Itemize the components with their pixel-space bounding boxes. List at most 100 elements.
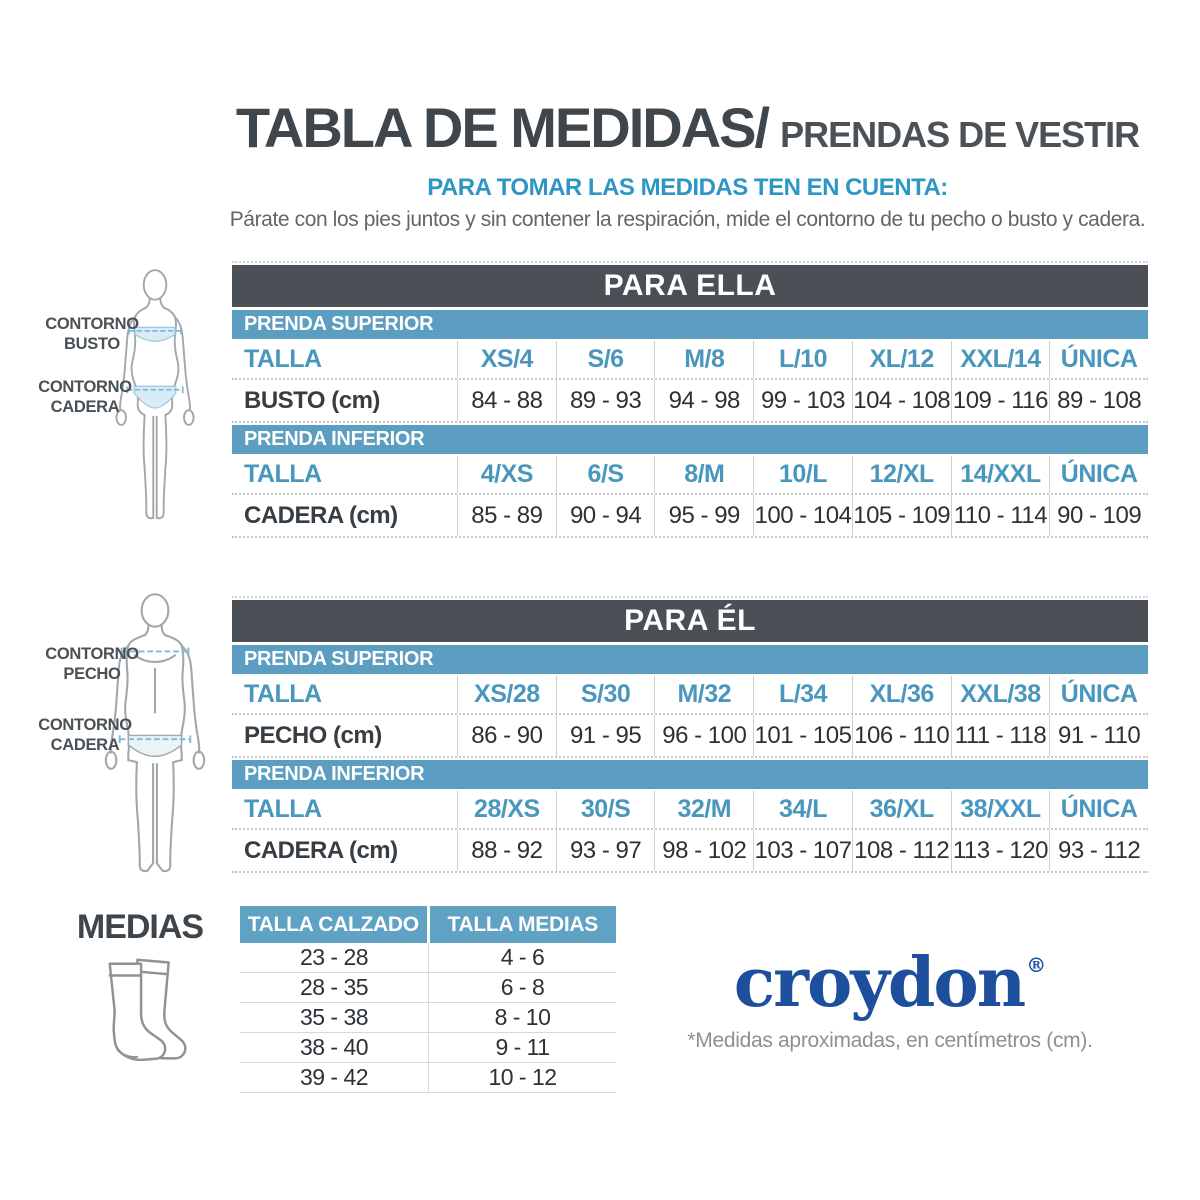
value-cell: 93 - 112 bbox=[1049, 830, 1148, 871]
socks-icon bbox=[108, 958, 187, 1061]
size-cell: 12/XL bbox=[851, 456, 951, 493]
size-cell: 34/L bbox=[753, 791, 852, 828]
value-row: PECHO (cm) 86 - 90 91 - 95 96 - 100 101 - 1… bbox=[232, 713, 1148, 758]
male-chest-label: CONTORNO PECHO bbox=[45, 645, 139, 683]
hip-measure-line bbox=[126, 386, 184, 394]
value-cell: 86 - 90 bbox=[457, 715, 556, 756]
value-cell: 99 - 103 bbox=[753, 380, 852, 421]
medias-row: 39 - 42 10 - 12 bbox=[240, 1063, 616, 1093]
size-cells: 28/XS 30/S 32/M 34/L 36/XL 38/XXL ÚNICA bbox=[457, 791, 1148, 828]
value-cells: 85 - 89 90 - 94 95 - 99 100 - 104 105 - 109 1… bbox=[457, 495, 1148, 536]
medias-table: TALLA CALZADO TALLA MEDIAS 23 - 28 4 - 6… bbox=[240, 906, 616, 1093]
measure-label: CADERA (cm) bbox=[244, 501, 398, 529]
male-hip-label: CONTORNO CADERA bbox=[38, 716, 132, 754]
value-cell: 110 - 114 bbox=[950, 495, 1050, 536]
size-cell: 30/S bbox=[555, 791, 655, 828]
medias-value: 4 - 6 bbox=[428, 943, 616, 972]
table-title-ella: PARA ELLA bbox=[232, 265, 1148, 307]
page-title-main: TABLA DE MEDIDAS/ bbox=[235, 96, 770, 159]
value-cell: 113 - 120 bbox=[950, 830, 1050, 871]
measuring-subtitle: PARA TOMAR LAS MEDIDAS TEN EN CUENTA: bbox=[427, 174, 948, 201]
header: TABLA DE MEDIDAS/PRENDAS DE VESTIR PARA … bbox=[225, 95, 1150, 232]
band-prenda-superior: PRENDA SUPERIOR bbox=[232, 310, 1148, 339]
talla-label: TALLA bbox=[244, 345, 322, 373]
calzado-value: 23 - 28 bbox=[299, 944, 369, 970]
female-figure-icon bbox=[115, 269, 195, 520]
size-cell: XXL/14 bbox=[950, 341, 1050, 378]
size-cell: XS/4 bbox=[457, 341, 556, 378]
size-cell: M/8 bbox=[654, 341, 753, 378]
medias-section-label: MEDIAS bbox=[76, 908, 204, 946]
size-cell: ÚNICA bbox=[1049, 791, 1148, 828]
talla-label: TALLA bbox=[244, 795, 322, 823]
size-cell: XL/12 bbox=[851, 341, 951, 378]
medias-value: 9 - 11 bbox=[428, 1033, 616, 1062]
value-cell: 88 - 92 bbox=[457, 830, 556, 871]
size-cell: ÚNICA bbox=[1049, 341, 1148, 378]
value-cell: 106 - 110 bbox=[851, 715, 951, 756]
size-row: TALLA XS/28 S/30 M/32 L/34 XL/36 XXL/38 ÚNICA bbox=[232, 676, 1148, 713]
size-cell: 8/M bbox=[654, 456, 753, 493]
size-cell: S/30 bbox=[555, 676, 655, 713]
bust-measure-line bbox=[128, 327, 182, 335]
medias-header-calzado: TALLA CALZADO bbox=[240, 906, 427, 943]
page-title: TABLA DE MEDIDAS/PRENDAS DE VESTIR bbox=[225, 95, 1150, 160]
measuring-description: Párate con los pies juntos y sin contene… bbox=[229, 208, 1146, 231]
medias-table-header: TALLA CALZADO TALLA MEDIAS bbox=[240, 906, 616, 943]
value-cell: 90 - 94 bbox=[555, 495, 655, 536]
measure-label: BUSTO (cm) bbox=[244, 386, 380, 414]
value-cell: 84 - 88 bbox=[457, 380, 556, 421]
table-title-el: PARA ÉL bbox=[232, 600, 1148, 642]
registered-mark: ® bbox=[1026, 953, 1047, 977]
size-row: TALLA 28/XS 30/S 32/M 34/L 36/XL 38/XXL ÚNICA bbox=[232, 791, 1148, 828]
value-cell: 91 - 110 bbox=[1049, 715, 1148, 756]
size-cell: ÚNICA bbox=[1049, 676, 1148, 713]
medias-row: 28 - 35 6 - 8 bbox=[240, 973, 616, 1003]
value-cell: 94 - 98 bbox=[654, 380, 753, 421]
talla-label: TALLA bbox=[244, 460, 322, 488]
band-prenda-inferior: PRENDA INFERIOR bbox=[232, 425, 1148, 454]
chest-measure-line bbox=[120, 647, 190, 656]
value-cell: 89 - 108 bbox=[1049, 380, 1148, 421]
page-title-sub: PRENDAS DE VESTIR bbox=[780, 114, 1140, 155]
value-cell: 89 - 93 bbox=[555, 380, 655, 421]
size-cell: S/6 bbox=[555, 341, 655, 378]
size-cell: M/32 bbox=[654, 676, 753, 713]
medias-row: 38 - 40 9 - 11 bbox=[240, 1033, 616, 1063]
size-row: TALLA XS/4 S/6 M/8 L/10 XL/12 XXL/14 ÚNICA bbox=[232, 341, 1148, 378]
medias-value: 8 - 10 bbox=[428, 1003, 616, 1032]
calzado-value: 39 - 42 bbox=[299, 1064, 369, 1090]
size-cell: 32/M bbox=[654, 791, 753, 828]
measure-label: CADERA (cm) bbox=[244, 836, 398, 864]
female-bust-label: CONTORNO BUSTO bbox=[45, 315, 139, 353]
size-cell: 10/L bbox=[753, 456, 852, 493]
value-cell: 101 - 105 bbox=[753, 715, 852, 756]
medias-header-medias: TALLA MEDIAS bbox=[429, 906, 616, 943]
table-para-ella: PARA ELLA PRENDA SUPERIOR TALLA XS/4 S/6 M… bbox=[232, 261, 1148, 538]
measures-footnote: *Medidas aproximadas, en centímetros (cm… bbox=[687, 1028, 1093, 1052]
value-cell: 105 - 109 bbox=[851, 495, 951, 536]
value-cell: 103 - 107 bbox=[753, 830, 852, 871]
value-cell: 108 - 112 bbox=[851, 830, 951, 871]
size-cell: ÚNICA bbox=[1049, 456, 1148, 493]
medias-row: 23 - 28 4 - 6 bbox=[240, 943, 616, 973]
size-cell: XXL/38 bbox=[950, 676, 1050, 713]
measure-label: PECHO (cm) bbox=[244, 721, 382, 749]
talla-label: TALLA bbox=[244, 680, 322, 708]
value-row: CADERA (cm) 85 - 89 90 - 94 95 - 99 100 - 1… bbox=[232, 493, 1148, 538]
value-cell: 91 - 95 bbox=[555, 715, 655, 756]
size-cell: 38/XXL bbox=[950, 791, 1050, 828]
value-cell: 95 - 99 bbox=[654, 495, 753, 536]
value-cell: 90 - 109 bbox=[1049, 495, 1148, 536]
value-cells: 86 - 90 91 - 95 96 - 100 101 - 105 106 - 110… bbox=[457, 715, 1148, 756]
band-prenda-superior: PRENDA SUPERIOR bbox=[232, 645, 1148, 674]
size-cell: 6/S bbox=[555, 456, 655, 493]
size-cell: 36/XL bbox=[851, 791, 951, 828]
value-cell: 109 - 116 bbox=[950, 380, 1050, 421]
value-cell: 100 - 104 bbox=[753, 495, 852, 536]
female-hip-label: CONTORNO CADERA bbox=[38, 378, 132, 416]
value-cells: 88 - 92 93 - 97 98 - 102 103 - 107 108 - 112… bbox=[457, 830, 1148, 871]
table-para-el: PARA ÉL PRENDA SUPERIOR TALLA XS/28 S/30 M… bbox=[232, 596, 1148, 873]
band-prenda-inferior: PRENDA INFERIOR bbox=[232, 760, 1148, 789]
calzado-value: 38 - 40 bbox=[299, 1034, 369, 1060]
